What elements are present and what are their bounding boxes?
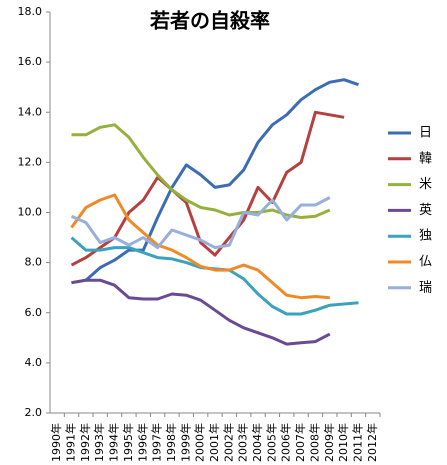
- legend-label: 英: [419, 203, 432, 218]
- y-tick-label: 14.0: [18, 105, 43, 118]
- x-tick-label: 1999年: [178, 423, 192, 462]
- y-tick-label: 18.0: [18, 5, 43, 18]
- series-line: [71, 123, 331, 219]
- series-line: [70, 196, 331, 250]
- x-tick-label: 2000年: [193, 423, 207, 462]
- x-tick-label: 2001年: [207, 423, 221, 462]
- legend-label: 韓: [419, 151, 432, 166]
- series-line: [71, 278, 331, 346]
- y-tick-label: 10.0: [18, 206, 43, 219]
- x-tick-label: 1997年: [150, 423, 164, 462]
- y-tick-label: 8.0: [25, 256, 43, 269]
- y-tick-label: 12.0: [18, 155, 43, 168]
- legend-label: 瑞: [419, 280, 432, 295]
- series-line: [70, 110, 345, 267]
- series-line: [70, 193, 330, 300]
- legend-label: 独: [419, 229, 432, 244]
- x-tick-label: 1996年: [135, 423, 149, 462]
- x-tick-label: 1991年: [64, 423, 78, 462]
- x-tick-label: 2009年: [322, 423, 336, 462]
- y-tick-label: 16.0: [18, 55, 43, 68]
- x-tick-label: 2003年: [236, 423, 250, 462]
- x-tick-label: 2011年: [350, 423, 364, 462]
- x-tick-label: 2010年: [336, 423, 350, 462]
- x-tick-label: 1992年: [78, 423, 92, 462]
- legend-label: 米: [419, 177, 432, 192]
- x-tick-label: 2004年: [250, 423, 264, 462]
- x-tick-label: 2005年: [264, 423, 278, 462]
- chart-title: 若者の自殺率: [149, 9, 270, 33]
- y-tick-label: 4.0: [25, 356, 43, 369]
- x-tick-label: 2002年: [221, 423, 235, 462]
- x-tick-label: 1995年: [121, 423, 135, 462]
- x-tick-label: 1998年: [164, 423, 178, 462]
- legend-label: 日: [419, 126, 432, 141]
- legend-label: 仏: [419, 255, 432, 270]
- y-tick-label: 6.0: [25, 306, 43, 319]
- x-tick-label: 2012年: [365, 423, 379, 462]
- y-tick-label: 2.0: [25, 406, 43, 419]
- x-tick-label: 1994年: [107, 423, 121, 462]
- x-tick-label: 2008年: [307, 423, 321, 462]
- x-tick-label: 1990年: [49, 423, 63, 462]
- x-tick-label: 1993年: [92, 423, 106, 462]
- series-line: [71, 78, 359, 285]
- x-tick-label: 2007年: [293, 423, 307, 462]
- x-tick-label: 2006年: [279, 423, 293, 462]
